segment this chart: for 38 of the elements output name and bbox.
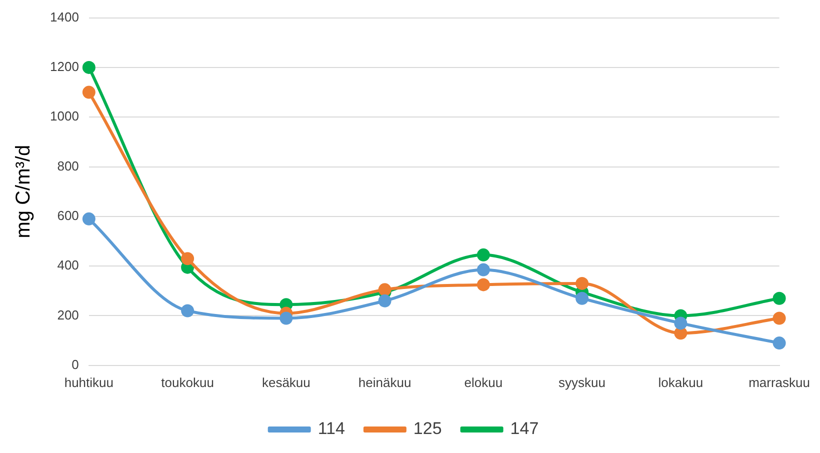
point xyxy=(476,248,490,262)
point xyxy=(772,292,786,305)
point xyxy=(82,212,96,226)
legend-label: 147 xyxy=(510,419,539,438)
x-tick-label: lokakuu xyxy=(658,374,704,390)
y-tick-label: 400 xyxy=(57,258,79,273)
point xyxy=(476,263,490,276)
point xyxy=(476,278,490,292)
point xyxy=(772,312,786,325)
point xyxy=(576,276,589,290)
x-tick-label: heinäkuu xyxy=(358,374,412,390)
y-tick-label: 1000 xyxy=(50,108,79,124)
point xyxy=(280,312,293,325)
x-tick-label: elokuu xyxy=(464,374,503,390)
point xyxy=(378,283,392,296)
y-tick-label: 800 xyxy=(57,158,79,174)
x-tick-label: kesäkuu xyxy=(262,374,310,390)
point xyxy=(674,326,688,340)
point xyxy=(378,294,392,308)
legend-label: 125 xyxy=(413,419,442,438)
point xyxy=(181,252,194,266)
point xyxy=(82,60,96,74)
point xyxy=(82,86,96,99)
x-tick-label: marraskuu xyxy=(748,374,810,390)
y-tick-label: 1400 xyxy=(50,9,79,24)
y-axis-title: mg C/m³/d xyxy=(12,144,35,238)
y-tick-label: 200 xyxy=(57,307,79,322)
x-tick-label: toukokuu xyxy=(161,374,214,390)
x-tick-label: syyskuu xyxy=(558,374,606,390)
point xyxy=(181,304,194,318)
y-tick-label: 1200 xyxy=(50,59,79,74)
point xyxy=(576,292,589,305)
point xyxy=(674,316,688,330)
point xyxy=(772,336,786,350)
x-tick-label: huhtikuu xyxy=(64,374,114,390)
y-tick-label: 0 xyxy=(72,356,79,372)
y-tick-label: 600 xyxy=(57,208,79,224)
legend-label: 114 xyxy=(318,419,345,438)
